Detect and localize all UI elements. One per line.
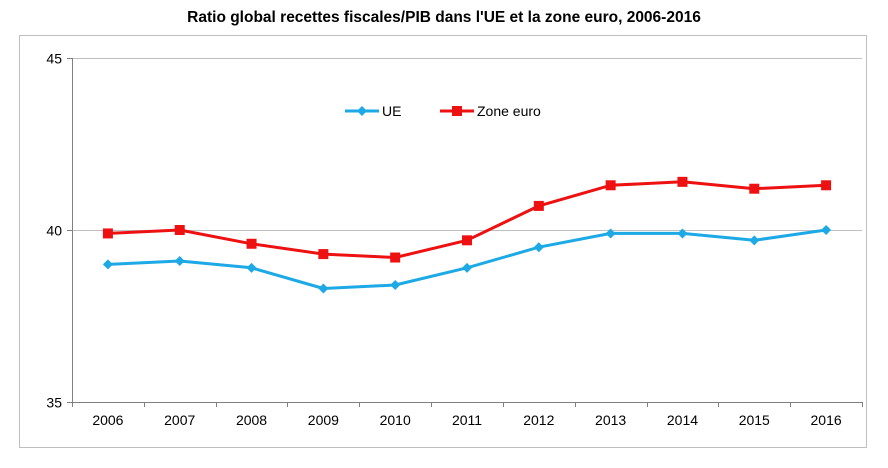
series-layer: [102, 176, 832, 294]
x-tick-label: 2015: [739, 412, 770, 428]
legend-item-zone-euro: Zone euro: [440, 103, 541, 119]
x-tick-label: 2007: [164, 412, 195, 428]
data-point-ue: [246, 262, 257, 273]
data-point-ue: [821, 225, 832, 235]
data-point-ue: [174, 255, 185, 266]
gridlines: [72, 58, 862, 231]
x-tick-label: 2008: [236, 412, 267, 428]
x-tick-label: 2014: [667, 412, 698, 428]
data-point-zone-euro: [749, 183, 760, 194]
y-tick-label: 40: [46, 223, 62, 239]
data-point-zone-euro: [390, 252, 401, 263]
y-tick-label: 45: [46, 51, 62, 67]
x-tick-label: 2013: [595, 412, 626, 428]
data-point-zone-euro: [462, 235, 472, 246]
chart-title: Ratio global recettes fiscales/PIB dans …: [187, 9, 701, 26]
series-line-zone-euro: [107, 180, 827, 259]
data-point-ue: [749, 235, 760, 246]
data-point-ue: [605, 228, 616, 239]
legend-label: UE: [382, 103, 401, 119]
data-point-zone-euro: [174, 225, 185, 235]
x-axis-ticks: 2006 2007 2008 2009 2010 2011 2012 2013 2014 2015…: [72, 402, 863, 428]
data-point-zone-euro: [246, 238, 257, 249]
data-point-zone-euro: [605, 180, 616, 191]
x-tick-label: 2016: [811, 412, 842, 428]
legend-item-ue: UE: [345, 103, 401, 119]
x-tick-label: 2012: [523, 412, 554, 428]
x-tick-label: 2009: [308, 412, 339, 428]
y-tick-label: 35: [46, 395, 62, 411]
data-point-ue: [390, 280, 401, 291]
chart-frame: [19, 35, 867, 448]
legend-swatch-marker: [452, 106, 462, 116]
x-tick-label: 2011: [452, 412, 482, 428]
data-point-zone-euro: [677, 176, 688, 187]
data-point-zone-euro: [102, 228, 113, 239]
x-tick-label: 2006: [92, 412, 123, 428]
axes: [72, 58, 862, 403]
data-point-zone-euro: [821, 180, 832, 191]
legend: UE Zone euro: [345, 103, 541, 119]
y-axis-ticks: 35 40 45: [46, 51, 72, 411]
legend-swatch-marker: [357, 106, 367, 116]
data-point-ue: [102, 259, 113, 270]
legend-label: Zone euro: [477, 103, 541, 119]
data-point-ue: [462, 262, 472, 273]
data-point-zone-euro: [318, 249, 329, 260]
data-point-zone-euro: [533, 200, 544, 211]
data-point-ue: [318, 283, 329, 294]
x-tick-label: 2010: [380, 412, 411, 428]
data-point-ue: [677, 228, 688, 239]
data-point-ue: [533, 242, 544, 253]
